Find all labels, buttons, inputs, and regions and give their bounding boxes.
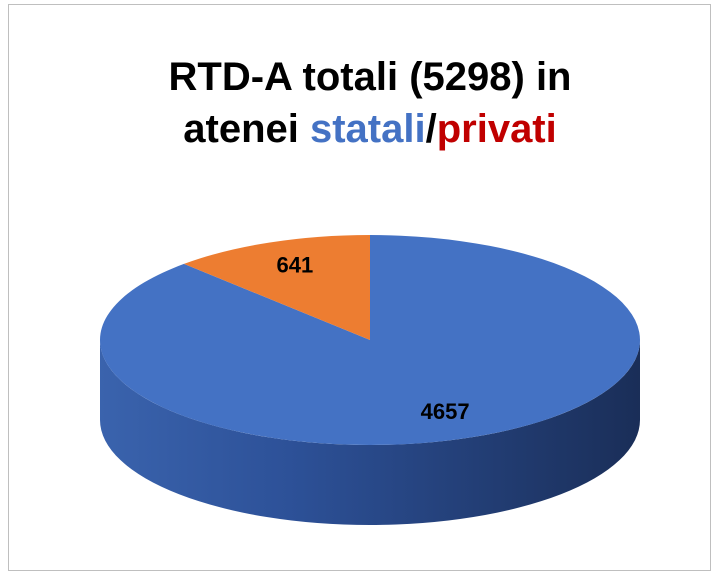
pie-slice: [99, 235, 641, 446]
title-part: RTD-A totali (5298) in: [169, 55, 572, 99]
title-part: privati: [437, 107, 557, 151]
pie-slice: [183, 235, 370, 340]
pie-side: [100, 340, 640, 525]
chart-title: atenei statali/privati: [183, 107, 557, 151]
chart-title: RTD-A totali (5298) in: [169, 55, 572, 99]
data-label: 641: [277, 253, 314, 278]
title-part: /: [426, 107, 437, 151]
title-part: atenei: [183, 107, 310, 151]
data-label: 4657: [421, 399, 470, 424]
title-part: statali: [310, 107, 426, 151]
